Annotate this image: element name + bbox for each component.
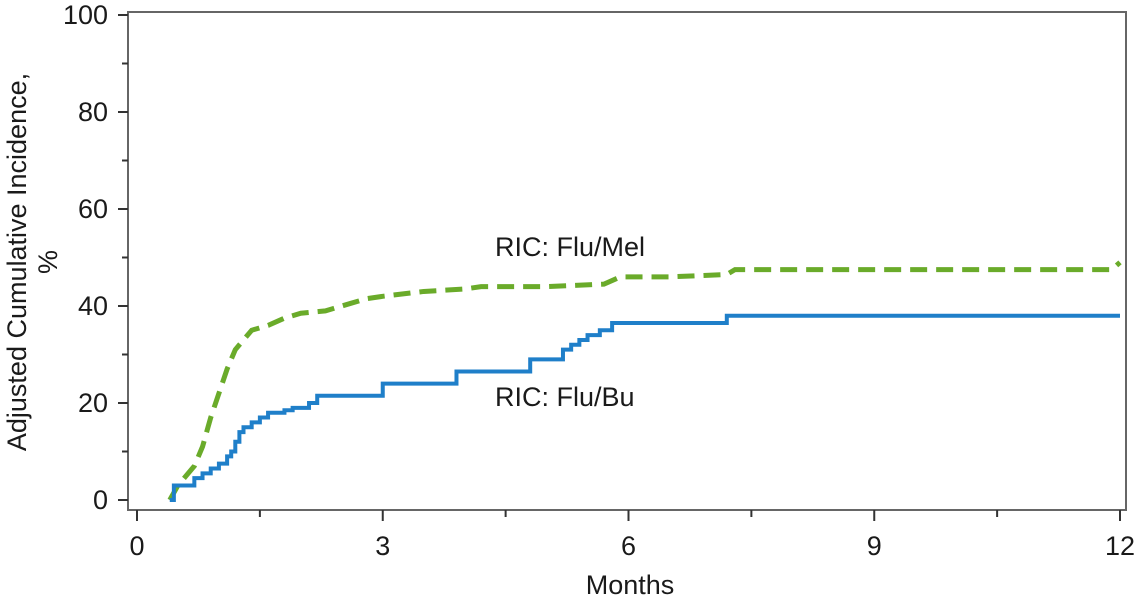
y-tick-label: 60 (78, 194, 108, 224)
y-axis-title-line2: % (33, 250, 63, 274)
y-tick-label: 0 (93, 485, 108, 515)
x-tick-label: 0 (129, 531, 144, 561)
y-tick-label: 40 (78, 291, 108, 321)
x-tick-label: 9 (867, 531, 882, 561)
series-label-flu-mel: RIC: Flu/Mel (495, 232, 645, 262)
series-line-ric-flu-mel (167, 260, 1122, 502)
x-tick-label: 12 (1105, 531, 1135, 561)
series-lines (167, 260, 1122, 502)
x-tick-label: 6 (621, 531, 636, 561)
plot-frame (127, 11, 1127, 511)
series-label-flu-bu: RIC: Flu/Bu (495, 382, 635, 412)
y-axis-title-line1: Adjusted Cumulative Incidence, (2, 73, 32, 451)
series-line-ric-flu-bu (169, 313, 1120, 502)
y-axis-ticks: 0 20 40 60 80 100 (63, 0, 128, 515)
y-tick-label: 100 (63, 0, 108, 30)
x-axis-title: Months (586, 570, 675, 600)
y-tick-label: 80 (78, 97, 108, 127)
y-tick-label: 20 (78, 388, 108, 418)
x-axis-ticks: 0 3 6 9 12 (129, 510, 1135, 561)
x-tick-label: 3 (375, 531, 390, 561)
